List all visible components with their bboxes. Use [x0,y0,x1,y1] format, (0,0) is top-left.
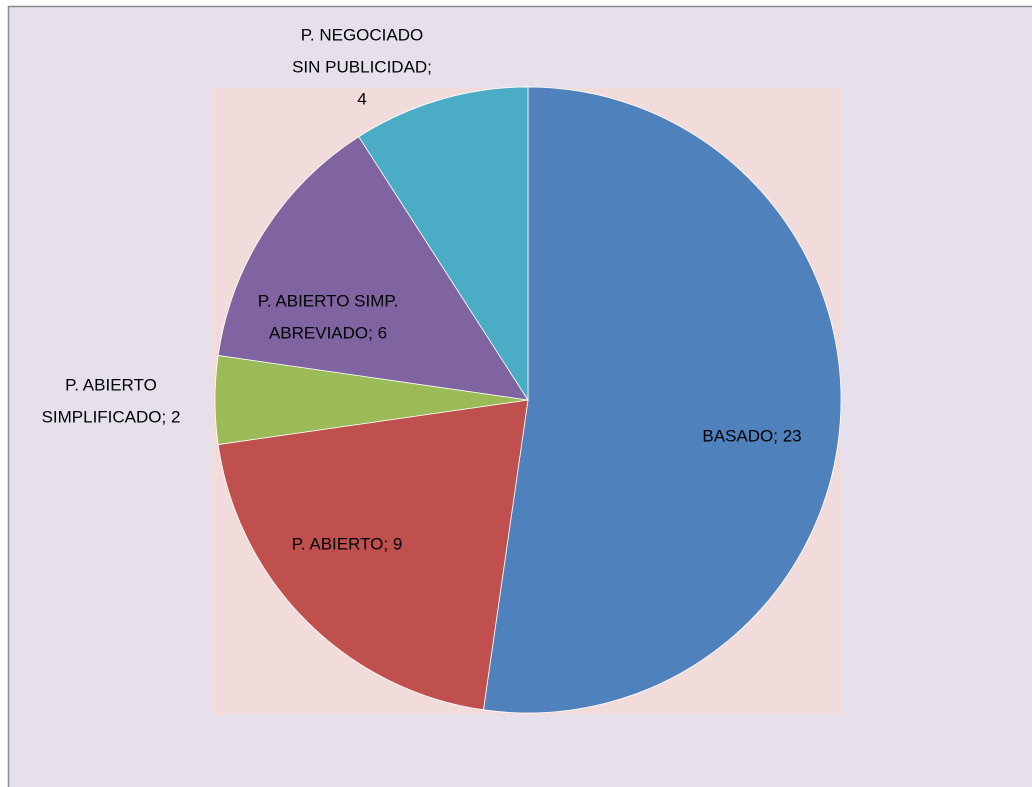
data-label: SIMPLIFICADO; 2 [42,407,181,426]
data-label: P. NEGOCIADO [301,25,424,44]
pie-slice [217,136,529,401]
data-label: P. ABIERTO; 9 [292,534,403,553]
labels: BASADO; 23 P. ABIERTO; 9 P. ABIERTO SIMPLIF… [42,25,802,553]
pie-slice [217,399,529,711]
data-label: P. ABIERTO SIMP. [258,291,398,310]
pie-slice [358,86,529,402]
data-label: ABREVIADO; 6 [269,323,387,342]
data-label: BASADO; 23 [702,426,801,445]
slices [214,86,842,714]
data-label: 4 [357,89,366,108]
pie-slice [483,86,842,714]
data-label: P. ABIERTO [65,375,157,394]
data-label: SIN PUBLICIDAD; [292,57,432,76]
